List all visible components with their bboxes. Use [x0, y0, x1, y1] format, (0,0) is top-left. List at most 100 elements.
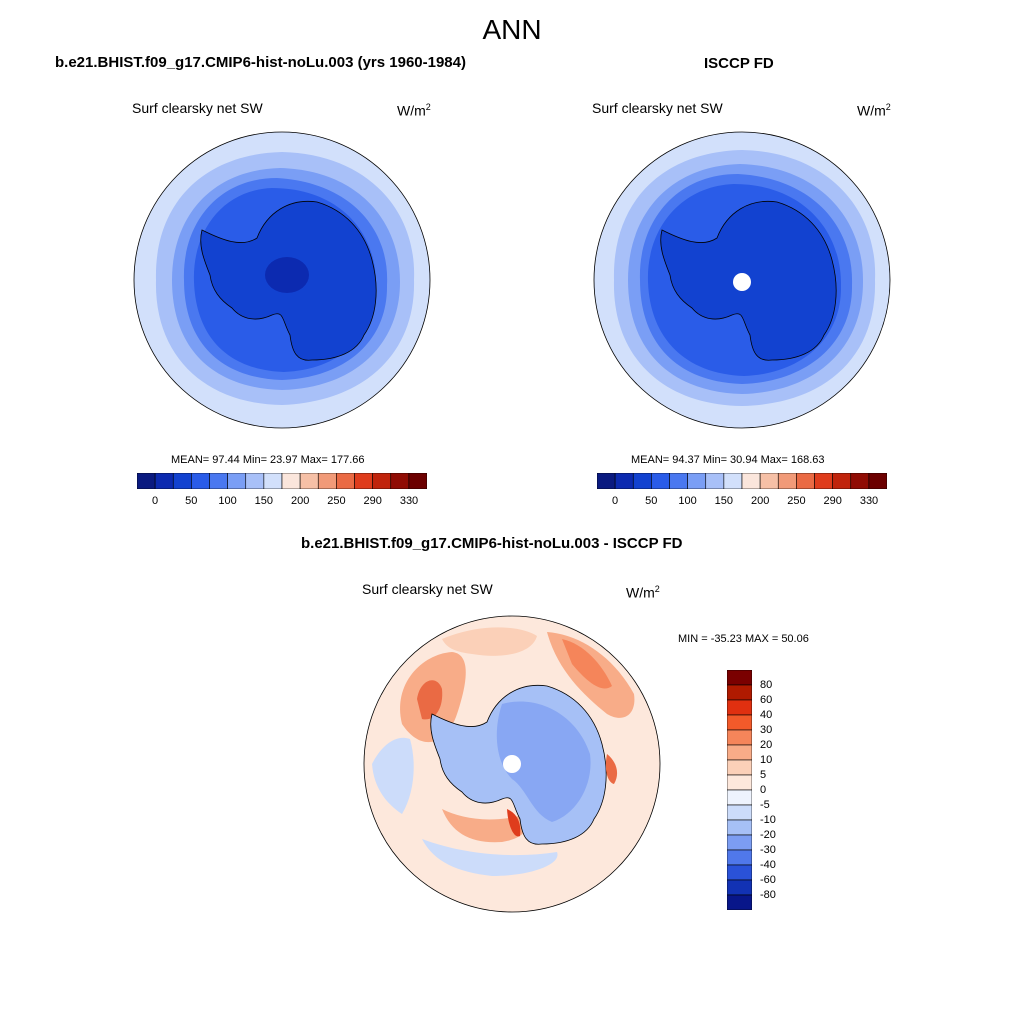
colorbar-swatch	[727, 774, 752, 791]
colorbar-swatch	[727, 879, 752, 896]
panel3-colorbar	[727, 670, 752, 910]
colorbar-swatch	[390, 473, 410, 489]
colorbar-tick-label: 100	[678, 495, 697, 507]
panel2-variable-label: Surf clearsky net SW	[592, 100, 723, 116]
colorbar-swatch	[759, 473, 779, 489]
colorbar-swatch	[597, 473, 616, 489]
panel2-polar-map	[593, 131, 891, 429]
panel2-colorbar-ticks: 0 50 100 150 200 250 290 330	[597, 495, 887, 509]
colorbar-tick-label: 5	[760, 769, 767, 781]
pole-hole	[733, 273, 751, 291]
panel3-units: W/m2	[626, 584, 660, 601]
colorbar-swatch	[727, 894, 752, 910]
panel2-units: W/m2	[857, 102, 891, 119]
colorbar-swatch	[850, 473, 870, 489]
colorbar-tick-label: 80	[760, 679, 773, 691]
colorbar-swatch	[727, 849, 752, 866]
colorbar-tick-label: 50	[645, 495, 658, 507]
colorbar-swatch	[191, 473, 210, 489]
colorbar-tick-label: -20	[760, 829, 776, 841]
colorbar-tick-label: 200	[290, 495, 310, 507]
colorbar-swatch	[727, 864, 752, 881]
colorbar-swatch	[669, 473, 688, 489]
colorbar-tick-label: 200	[750, 495, 770, 507]
colorbar-swatch	[209, 473, 228, 489]
colorbar-swatch	[727, 729, 752, 746]
colorbar-tick-label: 40	[760, 709, 773, 721]
panel2-case-title: ISCCP FD	[704, 55, 774, 72]
panel3-polar-map	[363, 615, 661, 913]
colorbar-swatch	[354, 473, 373, 489]
colorbar-tick-label: 50	[185, 495, 198, 507]
colorbar-tick-label: 250	[787, 495, 806, 507]
colorbar-swatch	[705, 473, 725, 489]
colorbar-swatch	[777, 473, 797, 489]
colorbar-tick-label: 10	[760, 754, 773, 766]
colorbar-swatch	[727, 684, 752, 701]
colorbar-tick-label: 60	[760, 694, 773, 706]
colorbar-swatch	[614, 473, 634, 489]
colorbar-swatch	[687, 473, 707, 489]
colorbar-swatch	[317, 473, 337, 489]
panel3-variable-label: Surf clearsky net SW	[362, 581, 493, 597]
colorbar-swatch	[727, 819, 752, 836]
colorbar-tick-label: 250	[327, 495, 346, 507]
colorbar-tick-label: 290	[823, 495, 842, 507]
panel1-units: W/m2	[397, 102, 431, 119]
colorbar-tick-label: 0	[611, 495, 619, 507]
colorbar-tick-label: 330	[399, 495, 419, 507]
colorbar-tick-label: 100	[218, 495, 237, 507]
panel1-colorbar	[137, 473, 427, 489]
colorbar-swatch	[832, 473, 852, 489]
panel3-stats: MIN = -35.23 MAX = 50.06	[678, 633, 809, 645]
colorbar-tick-label: -30	[760, 844, 776, 856]
colorbar-tick-label: -80	[760, 889, 776, 901]
page-title: ANN	[482, 14, 542, 45]
colorbar-swatch	[632, 473, 652, 489]
colorbar-swatch	[727, 744, 752, 761]
colorbar-swatch	[299, 473, 319, 489]
panel2-colorbar	[597, 473, 887, 489]
colorbar-tick-label: 30	[760, 724, 773, 736]
panel3-colorbar-ticks: 80 60 40 30 20 10 5 0 -5 -10 -20 -30 -40 -60 -80	[760, 670, 800, 910]
pole-hole	[503, 755, 521, 773]
panel1-stats: MEAN= 97.44 Min= 23.97 Max= 177.66	[171, 454, 365, 466]
colorbar-tick-label: 290	[363, 495, 382, 507]
colorbar-swatch	[741, 473, 761, 489]
colorbar-swatch	[727, 759, 752, 776]
colorbar-swatch	[408, 473, 427, 489]
colorbar-swatch	[154, 473, 174, 489]
colorbar-swatch	[868, 473, 887, 489]
panel3-case-title: b.e21.BHIST.f09_g17.CMIP6-hist-noLu.003 …	[301, 535, 683, 552]
colorbar-tick-label: 20	[760, 739, 773, 751]
panel1-case-title: b.e21.BHIST.f09_g17.CMIP6-hist-noLu.003 …	[55, 54, 466, 71]
colorbar-tick-label: -60	[760, 874, 776, 886]
panel1-variable-label: Surf clearsky net SW	[132, 100, 263, 116]
colorbar-swatch	[814, 473, 833, 489]
colorbar-swatch	[727, 699, 752, 716]
colorbar-tick-label: 0	[760, 784, 767, 796]
panel1-colorbar-ticks: 0 50 100 150 200 250 290 330	[137, 495, 427, 509]
colorbar-swatch	[263, 473, 283, 489]
colorbar-swatch	[796, 473, 815, 489]
colorbar-swatch	[281, 473, 301, 489]
colorbar-swatch	[137, 473, 156, 489]
panel2-stats: MEAN= 94.37 Min= 30.94 Max= 168.63	[631, 454, 825, 466]
colorbar-tick-label: -5	[760, 799, 770, 811]
colorbar-tick-label: 150	[714, 495, 734, 507]
colorbar-swatch	[227, 473, 247, 489]
colorbar-swatch	[172, 473, 192, 489]
colorbar-tick-label: 150	[254, 495, 274, 507]
colorbar-swatch	[372, 473, 392, 489]
colorbar-swatch	[727, 714, 752, 731]
colorbar-swatch	[727, 789, 752, 806]
panel1-polar-map	[133, 131, 431, 429]
colorbar-swatch	[336, 473, 355, 489]
colorbar-swatch	[727, 670, 752, 686]
colorbar-tick-label: 330	[859, 495, 879, 507]
colorbar-swatch	[651, 473, 670, 489]
colorbar-tick-label: 0	[151, 495, 159, 507]
colorbar-tick-label: -10	[760, 814, 776, 826]
colorbar-swatch	[723, 473, 743, 489]
colorbar-swatch	[727, 804, 752, 821]
